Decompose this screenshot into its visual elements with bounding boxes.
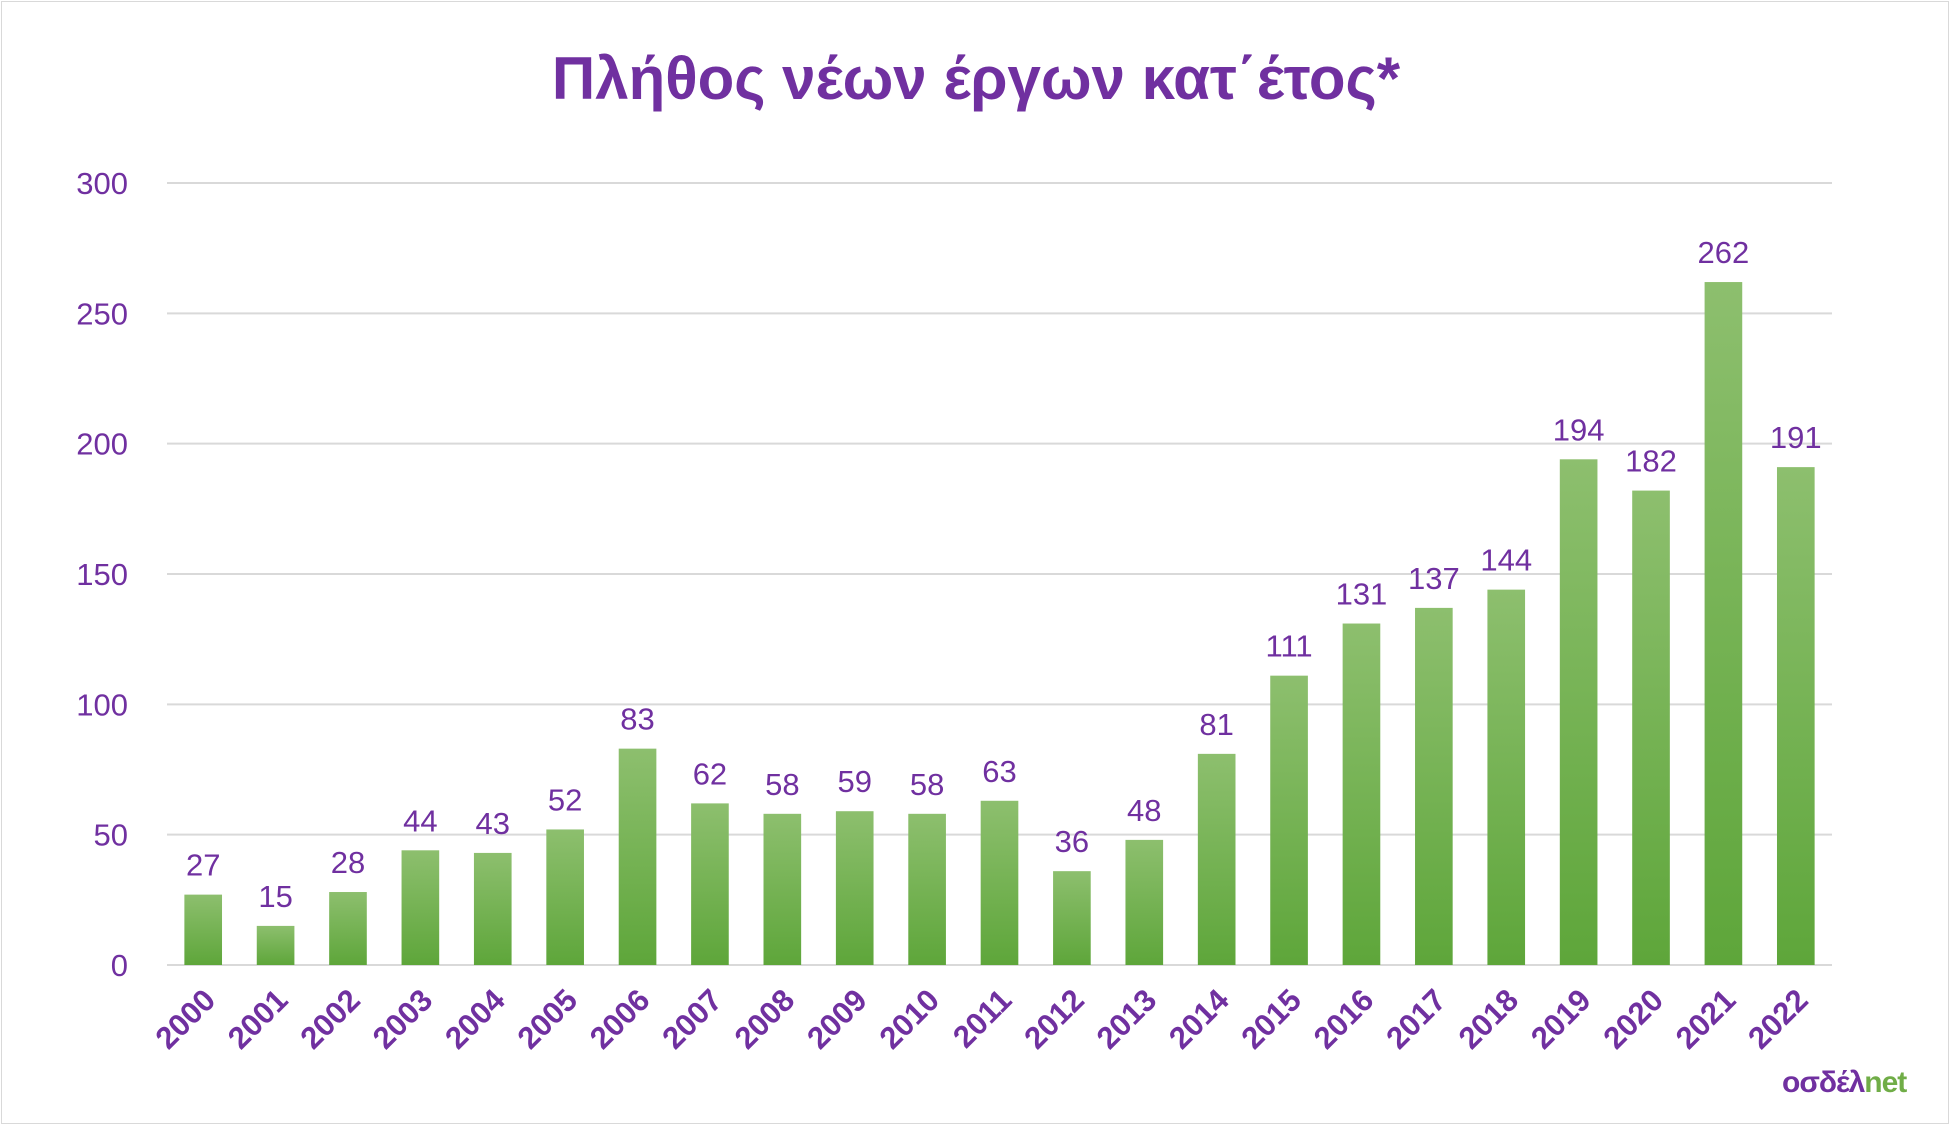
bar (1559, 459, 1598, 965)
x-tick-label: 2020 (1596, 982, 1670, 1056)
data-labels: 27 15 28 44 43 52 83 62 58 59 58 63 36 48 81 111 131 137 1… (186, 235, 1822, 914)
x-tick-label: 2005 (511, 982, 585, 1056)
data-label: 48 (1127, 793, 1161, 828)
gridlines (167, 182, 1832, 966)
bar (763, 813, 802, 965)
x-tick-label: 2012 (1017, 982, 1091, 1056)
y-axis-ticks: 0 50 100 150 200 250 300 (76, 166, 128, 983)
x-tick-label: 2014 (1162, 982, 1236, 1056)
bar (1704, 282, 1743, 965)
bar (1487, 589, 1526, 965)
data-label: 182 (1625, 444, 1677, 479)
data-label: 131 (1336, 577, 1388, 612)
bar (1632, 490, 1670, 965)
x-tick-label: 2011 (946, 982, 1018, 1054)
y-tick-label: 100 (76, 687, 128, 722)
data-label: 63 (982, 754, 1016, 789)
bar (473, 852, 512, 965)
data-label: 81 (1199, 707, 1233, 742)
x-tick-label: 2009 (800, 982, 874, 1056)
logo-part-1: οσδέλ (1782, 1066, 1865, 1099)
x-tick-label: 2008 (728, 982, 802, 1056)
x-tick-label: 2010 (873, 982, 947, 1056)
data-label: 15 (258, 879, 292, 914)
x-tick-label: 2019 (1524, 982, 1598, 1056)
y-tick-label: 150 (76, 557, 128, 592)
data-label: 111 (1266, 629, 1313, 664)
bar (1197, 753, 1236, 965)
data-label: 36 (1055, 824, 1089, 859)
bar (618, 748, 657, 965)
bar (1125, 839, 1164, 965)
data-label: 194 (1553, 412, 1605, 447)
bar (184, 894, 223, 965)
x-tick-label: 2015 (1234, 982, 1308, 1056)
x-tick-label: 2007 (655, 982, 729, 1056)
bar (1270, 675, 1308, 965)
logo-part-2: net (1864, 1066, 1907, 1099)
bar (1053, 871, 1091, 965)
data-label: 44 (403, 803, 437, 838)
data-label: 83 (620, 702, 654, 737)
y-tick-label: 0 (111, 948, 128, 983)
data-label: 28 (331, 845, 365, 880)
bar (546, 829, 584, 965)
bar (980, 800, 1019, 965)
x-tick-label: 2001 (221, 982, 295, 1056)
y-tick-label: 50 (94, 818, 128, 853)
data-label: 62 (693, 756, 727, 791)
bar (1415, 607, 1453, 965)
bar (835, 811, 874, 965)
data-label: 191 (1770, 420, 1822, 455)
data-label: 59 (837, 764, 871, 799)
x-tick-label: 2017 (1379, 982, 1453, 1056)
x-axis-ticks: 2000200120022003200420052006200720082009… (149, 982, 1815, 1056)
brand-logo: οσδέλnet (1782, 1066, 1907, 1100)
y-tick-label: 200 (76, 427, 128, 462)
x-tick-label: 2013 (1090, 982, 1164, 1056)
x-tick-label: 2018 (1452, 982, 1526, 1056)
bar (908, 813, 946, 965)
x-tick-label: 2003 (366, 982, 440, 1056)
y-tick-label: 250 (76, 296, 128, 331)
bar (256, 925, 295, 965)
data-label: 137 (1408, 561, 1460, 596)
data-label: 58 (910, 767, 944, 802)
x-tick-label: 2022 (1741, 982, 1815, 1056)
bar (329, 892, 367, 965)
x-tick-label: 2021 (1669, 982, 1743, 1056)
y-tick-label: 300 (76, 166, 128, 201)
bar (691, 803, 729, 965)
x-tick-label: 2000 (149, 982, 223, 1056)
x-tick-label: 2006 (583, 982, 657, 1056)
bars (184, 282, 1815, 965)
bar (1342, 623, 1381, 965)
x-tick-label: 2016 (1307, 982, 1381, 1056)
data-label: 144 (1480, 543, 1532, 578)
data-label: 262 (1698, 235, 1750, 270)
data-label: 27 (186, 848, 220, 883)
data-label: 52 (548, 782, 582, 817)
x-tick-label: 2004 (438, 982, 512, 1056)
chart-title: Πλήθος νέων έργων κατ΄έτος* (551, 45, 1401, 112)
bar (401, 850, 440, 965)
data-label: 43 (476, 806, 510, 841)
x-tick-label: 2002 (293, 982, 367, 1056)
bar (1776, 467, 1815, 965)
data-label: 58 (765, 767, 799, 802)
